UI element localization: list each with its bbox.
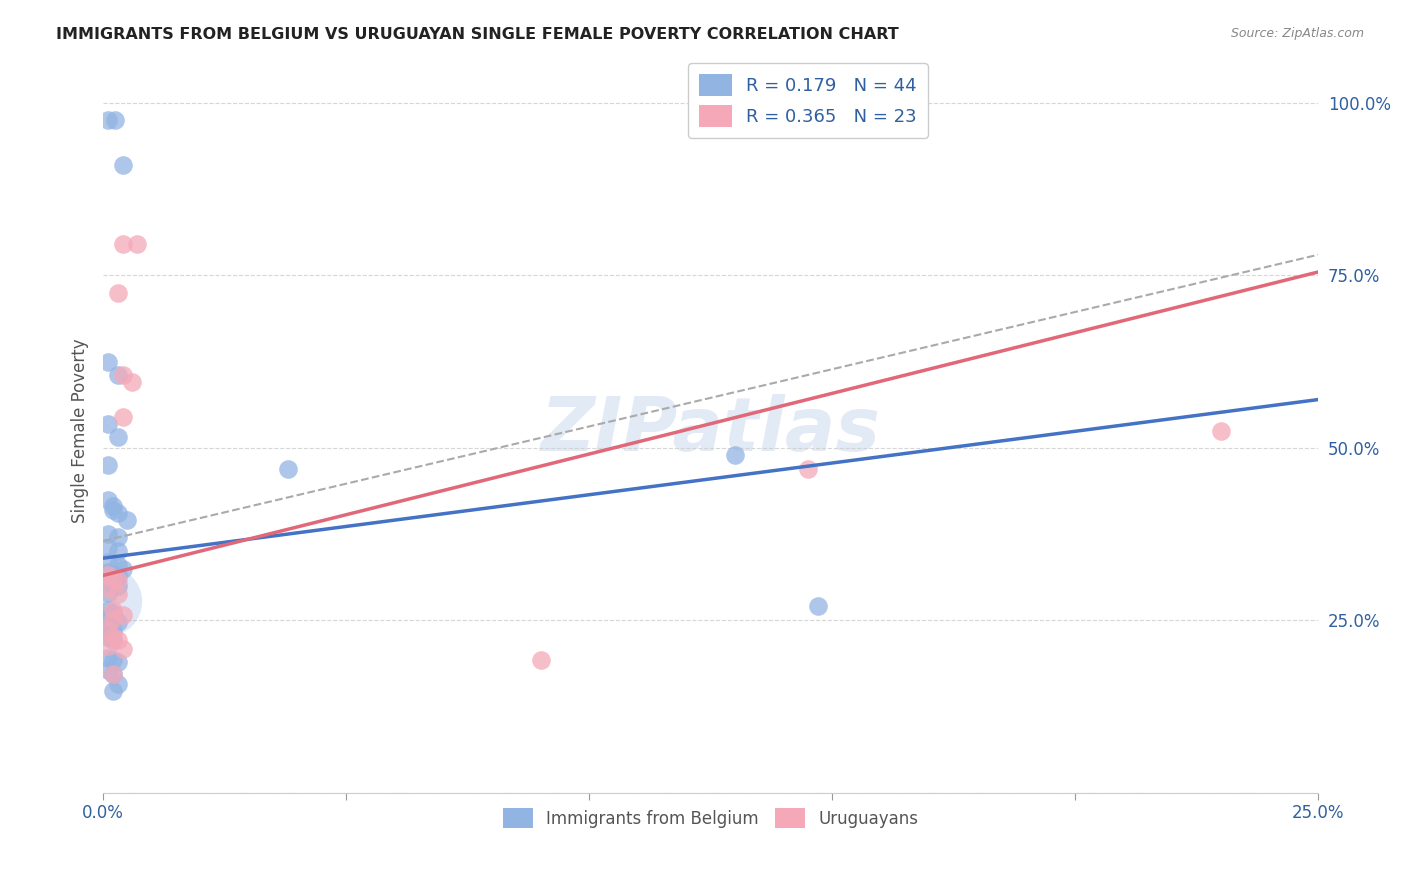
Point bbox=[111, 237, 134, 252]
Point bbox=[97, 113, 120, 128]
Point bbox=[97, 565, 120, 579]
Point bbox=[117, 513, 139, 527]
Point bbox=[111, 642, 134, 657]
Point bbox=[107, 506, 129, 520]
Point bbox=[111, 368, 134, 383]
Point bbox=[107, 544, 129, 558]
Point bbox=[97, 609, 120, 624]
Point bbox=[97, 575, 120, 590]
Point bbox=[97, 631, 120, 645]
Point bbox=[104, 113, 127, 128]
Point bbox=[101, 607, 124, 621]
Point bbox=[97, 527, 120, 541]
Point bbox=[101, 631, 124, 645]
Point bbox=[121, 376, 143, 390]
Point bbox=[97, 663, 120, 677]
Point bbox=[807, 599, 830, 614]
Point bbox=[97, 555, 120, 569]
Point bbox=[1209, 424, 1232, 438]
Point bbox=[107, 615, 129, 629]
Point bbox=[107, 579, 129, 593]
Point bbox=[107, 655, 129, 669]
Text: ZIPatlas: ZIPatlas bbox=[541, 394, 880, 467]
Point bbox=[97, 354, 120, 368]
Point bbox=[97, 585, 120, 599]
Legend: Immigrants from Belgium, Uruguayans: Immigrants from Belgium, Uruguayans bbox=[496, 801, 925, 835]
Point bbox=[101, 653, 124, 667]
Point bbox=[107, 285, 129, 300]
Point bbox=[97, 568, 120, 582]
Y-axis label: Single Female Poverty: Single Female Poverty bbox=[72, 338, 89, 523]
Point bbox=[101, 667, 124, 681]
Point bbox=[101, 500, 124, 514]
Point bbox=[101, 683, 124, 698]
Point bbox=[101, 613, 124, 627]
Point bbox=[96, 594, 118, 608]
Point bbox=[97, 417, 120, 431]
Point bbox=[127, 237, 149, 252]
Point bbox=[107, 558, 129, 572]
Point bbox=[111, 409, 134, 424]
Point bbox=[111, 561, 134, 575]
Point bbox=[107, 676, 129, 690]
Point bbox=[97, 458, 120, 472]
Point bbox=[97, 492, 120, 507]
Point bbox=[101, 667, 124, 681]
Point bbox=[97, 603, 120, 617]
Point bbox=[277, 461, 299, 475]
Point bbox=[107, 430, 129, 444]
Point bbox=[97, 640, 120, 654]
Point bbox=[97, 541, 120, 555]
Point bbox=[97, 651, 120, 665]
Point bbox=[107, 587, 129, 601]
Point bbox=[101, 503, 124, 517]
Point bbox=[107, 573, 129, 587]
Point bbox=[97, 622, 120, 636]
Point bbox=[107, 568, 129, 582]
Point bbox=[101, 572, 124, 586]
Point bbox=[101, 612, 124, 626]
Point bbox=[97, 622, 120, 636]
Point bbox=[101, 603, 124, 617]
Text: IMMIGRANTS FROM BELGIUM VS URUGUAYAN SINGLE FEMALE POVERTY CORRELATION CHART: IMMIGRANTS FROM BELGIUM VS URUGUAYAN SIN… bbox=[56, 27, 898, 42]
Point bbox=[101, 624, 124, 638]
Text: Source: ZipAtlas.com: Source: ZipAtlas.com bbox=[1230, 27, 1364, 40]
Point bbox=[101, 632, 124, 647]
Point bbox=[724, 448, 747, 462]
Point bbox=[797, 461, 820, 475]
Point bbox=[111, 607, 134, 622]
Point bbox=[107, 632, 129, 647]
Point bbox=[107, 531, 129, 545]
Point bbox=[529, 653, 551, 667]
Point bbox=[111, 158, 134, 172]
Point bbox=[97, 582, 120, 597]
Point bbox=[107, 368, 129, 383]
